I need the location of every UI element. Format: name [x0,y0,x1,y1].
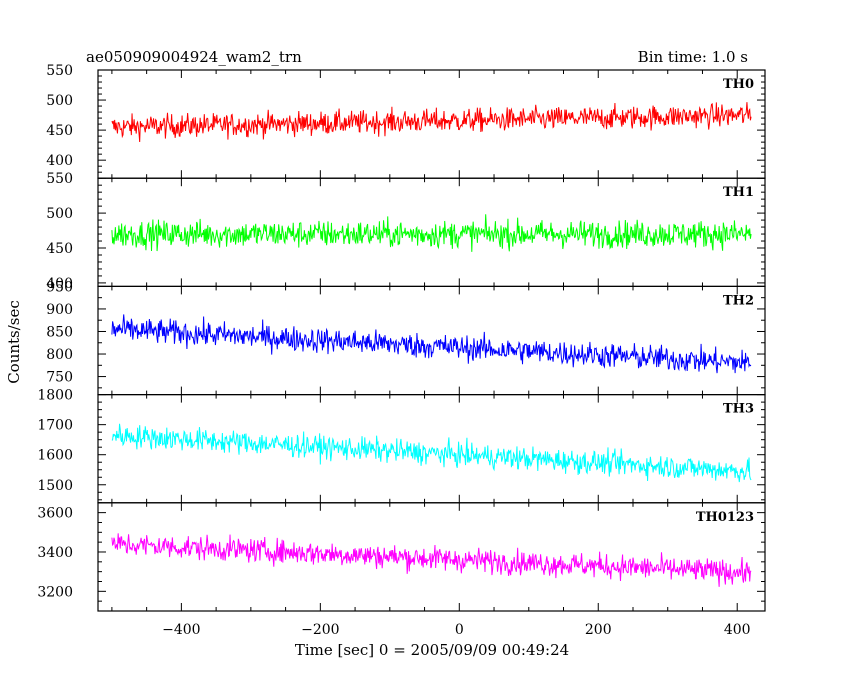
panel-label-th0123: TH0123 [696,510,754,525]
x-tick-label: 200 [585,622,612,638]
series-line-th3 [111,423,752,483]
x-tick-label: 400 [724,622,751,638]
y-tick-label-th1: 550 [46,171,73,187]
y-tick-label-th2: 750 [46,370,73,386]
panel-frame-th0123 [97,502,766,612]
series-line-th0123 [111,533,752,587]
y-tick-label-th1: 400 [46,276,73,292]
panel-label-th0: TH0 [723,77,754,92]
y-tick-label-th0: 500 [46,93,73,109]
panel-label-th1: TH1 [723,185,754,200]
y-tick-label-th1: 450 [46,241,73,257]
y-tick-label-th0: 400 [46,153,73,169]
y-tick-label-th3: 1500 [37,478,73,494]
x-tick-label: −400 [162,622,200,638]
y-tick-label-th3: 1700 [37,418,73,434]
panel-label-th3: TH3 [723,402,754,417]
x-axis-label: Time [sec] 0 = 2005/09/09 00:49:24 [295,641,569,659]
y-tick-label-th2: 950 [46,279,73,295]
panels-layer [111,102,752,587]
x-tick-label: 0 [455,622,464,638]
bin-time-label: Bin time: 1.0 s [638,48,748,66]
x-tick-label: −200 [301,622,339,638]
series-line-th0 [111,102,752,142]
y-tick-label-th3: 1800 [37,388,73,404]
series-line-th2 [111,314,752,374]
y-tick-label-th2: 900 [46,302,73,318]
y-tick-label-th0123: 3600 [37,506,73,522]
y-tick-label-th2: 850 [46,324,73,340]
y-tick-label-th2: 800 [46,347,73,363]
y-tick-label-th3: 1600 [37,448,73,464]
y-tick-label-th0: 550 [46,63,73,79]
axes-layer: TH0 400 450 500 550 TH1 400 450 500 550 TH2 750 800 8… [37,63,766,638]
y-axis-label: Counts/sec [5,300,23,384]
y-tick-label-th1: 500 [46,206,73,222]
series-line-th1 [111,214,752,252]
y-tick-label-th0123: 3400 [37,545,73,561]
chart-title: ae050909004924_wam2_trn [86,48,302,66]
y-tick-label-th0: 450 [46,123,73,139]
panel-label-th2: TH2 [723,293,754,308]
y-tick-label-th0123: 3200 [37,584,73,600]
